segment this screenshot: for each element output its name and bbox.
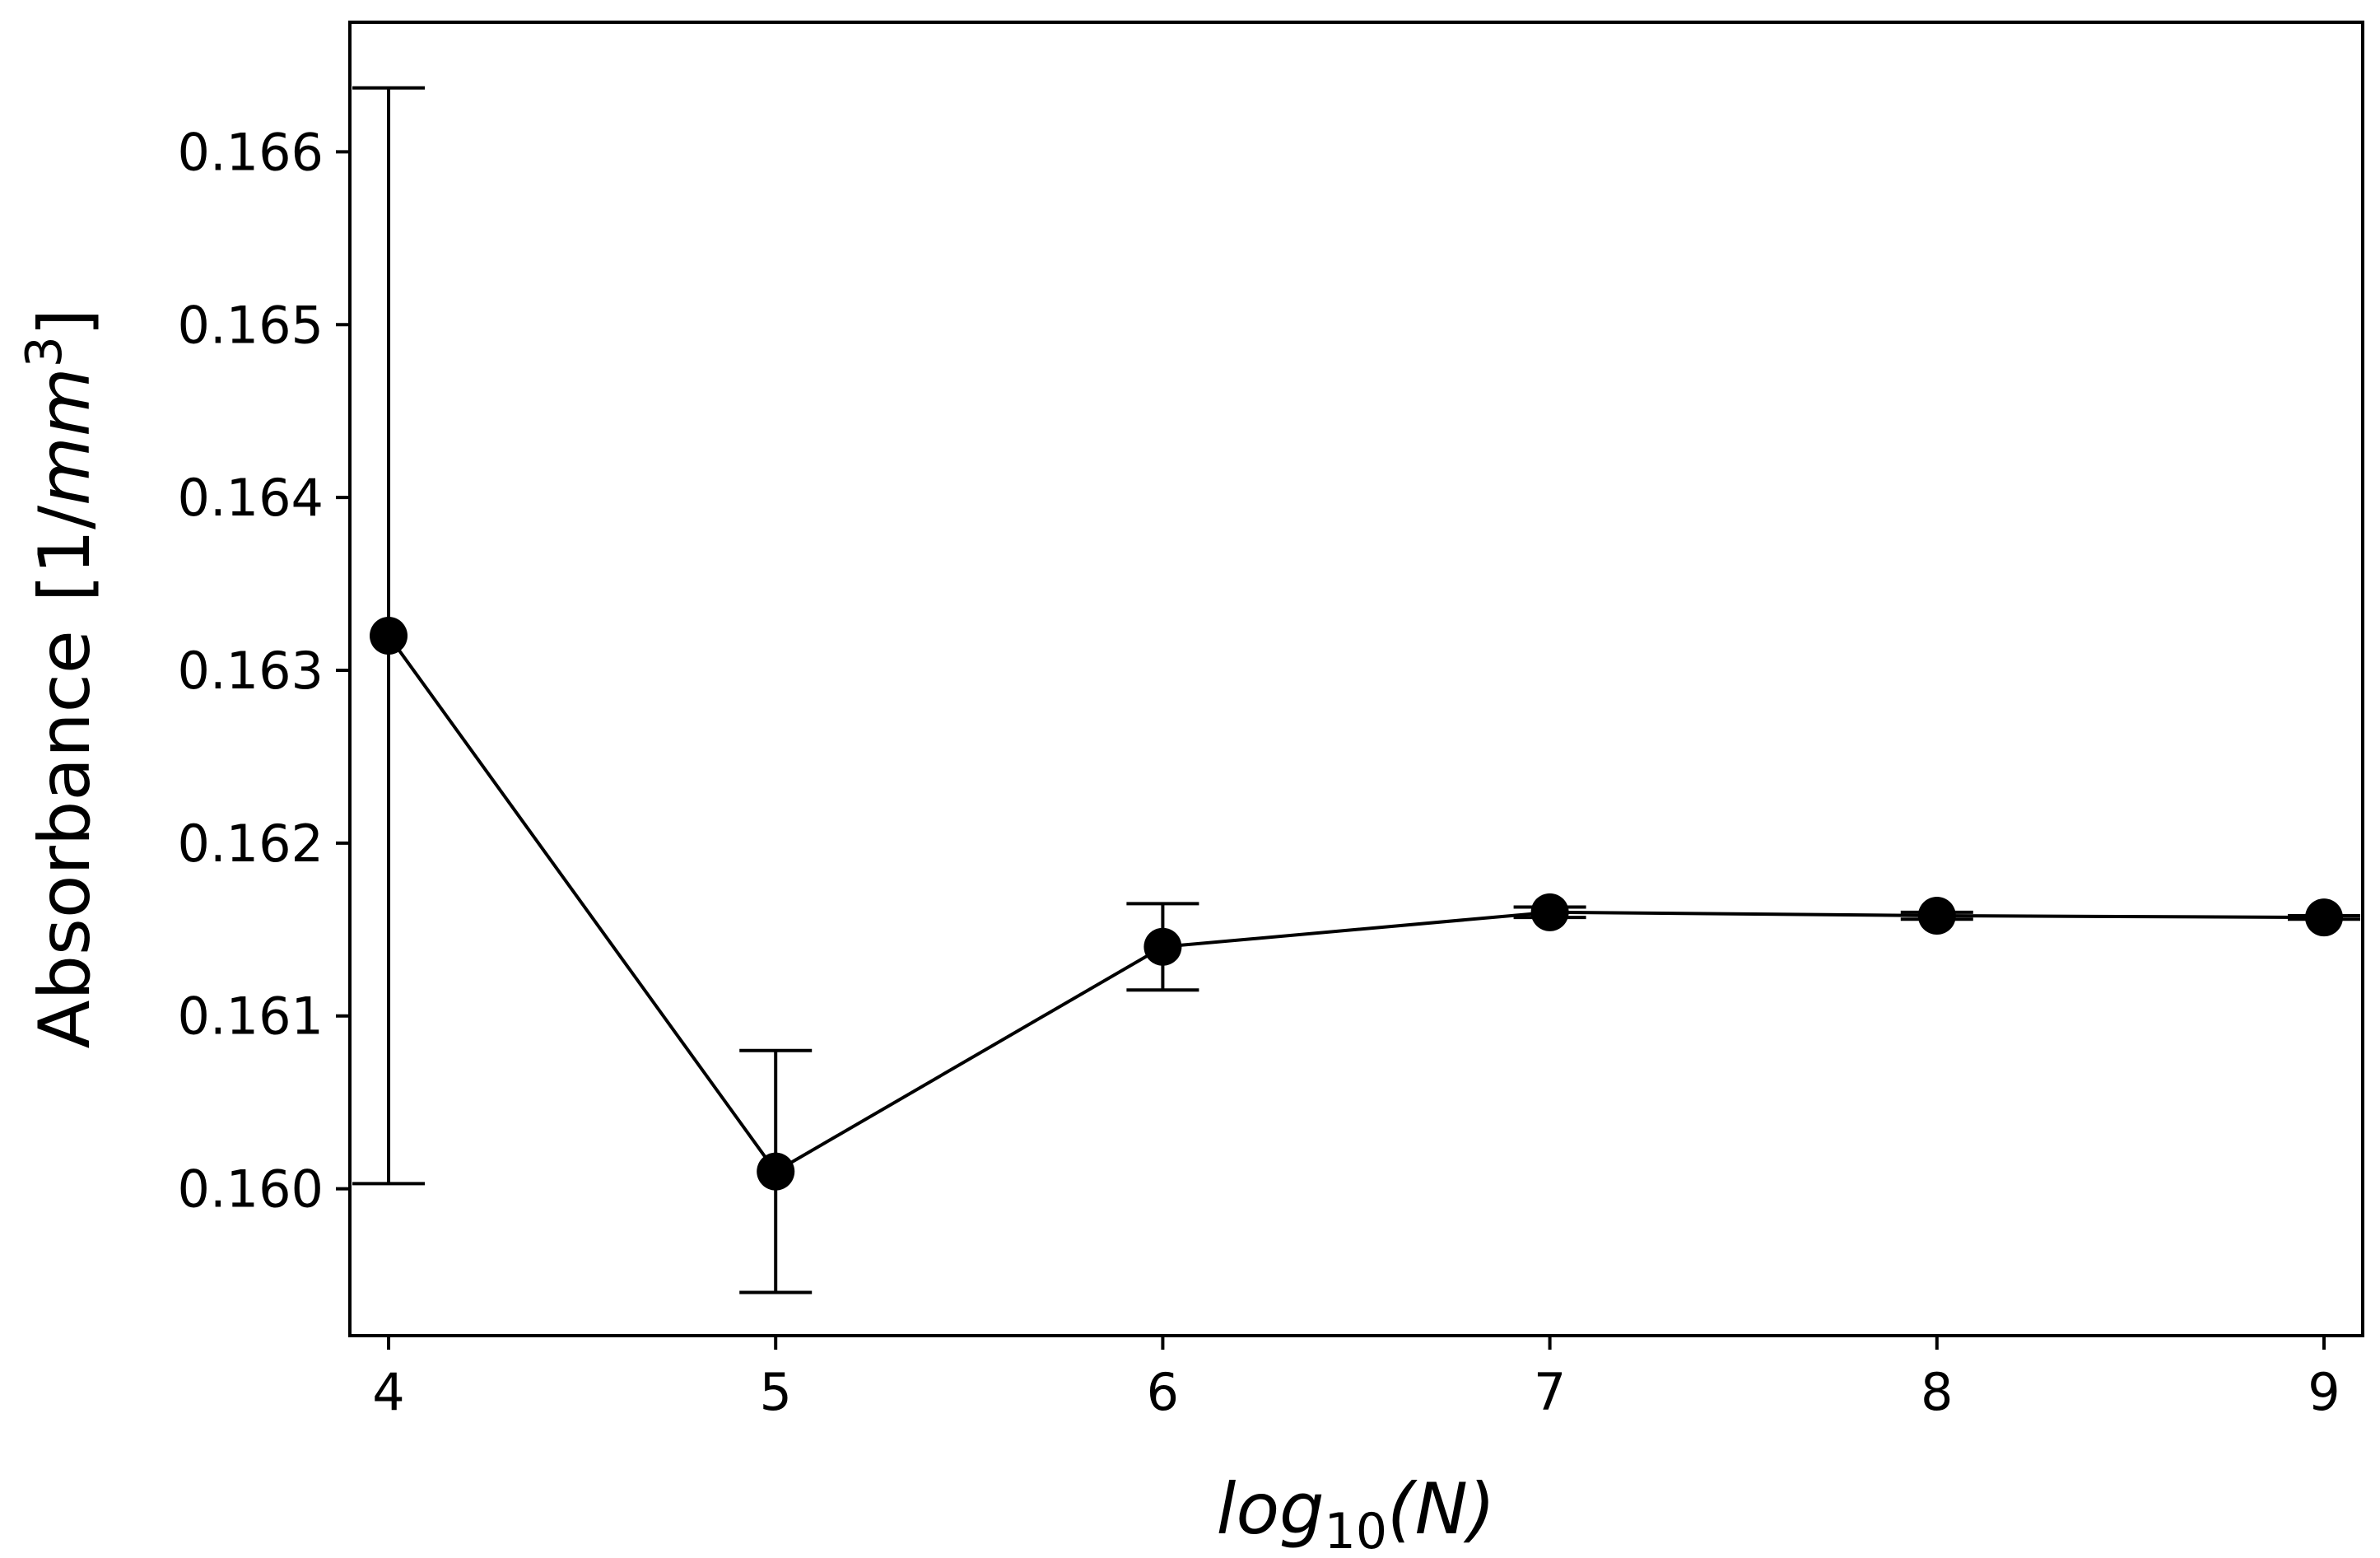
data-point: [757, 1152, 795, 1191]
x-tick-label: 7: [1534, 1362, 1566, 1422]
y-axis: 0.160 0.161 0.162 0.163 0.164 0.165 0.166: [178, 122, 350, 1220]
plot-frame: [348, 21, 2364, 1337]
y-tick-label: 0.162: [178, 814, 324, 874]
y-tick-label: 0.165: [178, 295, 324, 355]
x-tick-label: 9: [2308, 1362, 2340, 1422]
series-line: [387, 634, 2324, 1173]
y-axis-label-unit-close: ]: [24, 309, 106, 337]
x-tick-label: 6: [1147, 1362, 1179, 1422]
y-axis-label: Absorbance [1/mm3]: [16, 309, 106, 1049]
data-points: [370, 617, 2343, 1191]
y-tick-label: 0.163: [178, 641, 324, 701]
y-tick-label: 0.166: [178, 122, 324, 182]
x-axis-label-subscript: 10: [1325, 1503, 1387, 1558]
x-axis-label-arg: (N): [1387, 1468, 1495, 1551]
data-point: [1917, 897, 1956, 935]
y-tick-label: 0.161: [178, 987, 324, 1047]
y-axis-label-unit-var: mm: [24, 367, 106, 506]
x-axis-label: log10(N): [1217, 1468, 1496, 1558]
x-axis: 4 5 6 7 8 9: [372, 1336, 2340, 1422]
series-line-group: [387, 634, 2324, 1173]
data-point: [370, 617, 408, 655]
y-tick-label: 0.164: [178, 468, 324, 528]
x-tick-label: 4: [372, 1362, 404, 1422]
data-point: [1530, 893, 1569, 931]
y-axis-label-unit-open: [1/: [24, 506, 106, 602]
y-tick-label: 0.160: [178, 1159, 324, 1220]
data-point: [2304, 898, 2343, 937]
x-axis-label-func: log: [1217, 1468, 1325, 1551]
data-point: [1143, 927, 1182, 966]
y-axis-label-main: Absorbance: [24, 630, 106, 1048]
y-axis-label-unit-exp: 3: [16, 336, 73, 367]
x-tick-label: 8: [1921, 1362, 1953, 1422]
x-tick-label: 5: [759, 1362, 791, 1422]
